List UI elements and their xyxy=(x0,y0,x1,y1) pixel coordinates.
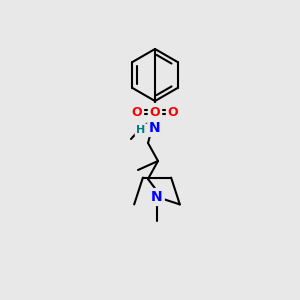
Text: O: O xyxy=(150,106,160,119)
Text: N: N xyxy=(151,190,163,204)
Text: O: O xyxy=(132,106,142,118)
Text: N: N xyxy=(149,121,161,135)
Text: H: H xyxy=(136,125,146,135)
Text: O: O xyxy=(168,106,178,118)
Text: S: S xyxy=(150,105,160,119)
